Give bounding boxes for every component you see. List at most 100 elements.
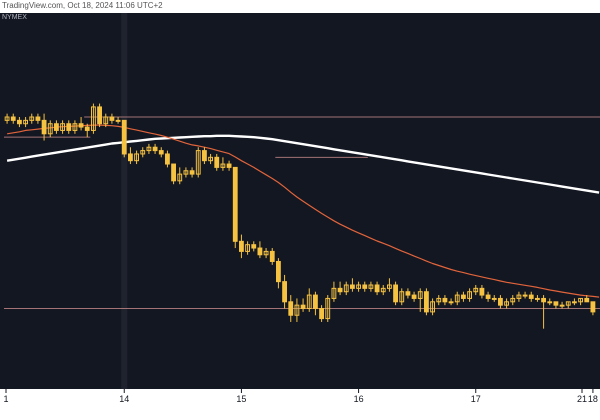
- session-separator: [121, 13, 128, 389]
- candle-body-65: [405, 291, 411, 296]
- candle-body-73: [454, 294, 460, 303]
- candle-body-81: [504, 301, 509, 306]
- candle-body-68: [424, 291, 429, 313]
- candle-body-34: [214, 156, 220, 168]
- candle-body-20: [128, 153, 133, 162]
- candle-body-1: [10, 116, 16, 121]
- candle-body-95: [590, 301, 596, 313]
- candle-body-32: [202, 150, 207, 162]
- candle-body-40: [251, 244, 257, 249]
- candle-body-11: [72, 123, 78, 131]
- ma-slow-line: [6, 134, 600, 194]
- x-tick-label-3: 16: [354, 394, 364, 404]
- candle-body-22: [140, 150, 146, 155]
- candle-body-92: [572, 301, 577, 304]
- candle-body-39: [245, 244, 250, 252]
- price-chart[interactable]: [0, 13, 600, 389]
- candle-body-54: [337, 287, 343, 293]
- candle-body-10: [66, 123, 72, 131]
- candle-body-71: [442, 297, 448, 303]
- x-tick-label-2: 15: [236, 394, 246, 404]
- candle-body-76: [473, 287, 479, 293]
- candle-body-55: [343, 284, 349, 293]
- candle-body-79: [491, 297, 497, 300]
- candle-body-2: [17, 119, 22, 125]
- candle-body-47: [294, 304, 300, 316]
- candle-body-74: [461, 294, 466, 299]
- candle-body-50: [313, 294, 318, 310]
- candle-body-21: [134, 153, 139, 162]
- candle-body-53: [331, 287, 337, 299]
- x-tick-label-1: 14: [119, 394, 129, 404]
- candle-body-3: [23, 119, 28, 125]
- candle-body-89: [553, 301, 559, 306]
- candle-body-86: [535, 297, 540, 300]
- candle-body-5: [35, 116, 41, 121]
- time-axis: 1 14 15 16 17 18 21: [0, 389, 600, 420]
- candle-body-48: [300, 304, 306, 310]
- candle-body-56: [350, 284, 355, 289]
- candle-body-91: [565, 301, 571, 306]
- candle-body-78: [485, 294, 491, 299]
- candle-body-69: [430, 301, 435, 313]
- candle-body-72: [448, 301, 454, 304]
- candle-body-23: [146, 146, 152, 152]
- x-tick-label-4: 17: [471, 394, 481, 404]
- candle-body-77: [479, 287, 485, 296]
- candle-body-46: [288, 301, 294, 316]
- candle-body-63: [393, 284, 398, 303]
- candle-body-94: [584, 297, 590, 303]
- source-credit: TradingView.com, Oct 18, 2024 11:06 UTC+…: [2, 1, 163, 10]
- candle-body-93: [578, 297, 583, 303]
- candle-body-51: [319, 308, 324, 320]
- candle-body-7: [47, 123, 53, 135]
- candle-body-6: [41, 119, 47, 135]
- candle-body-57: [356, 284, 361, 289]
- ema-fast-line: [7, 124, 600, 298]
- candle-body-52: [325, 297, 331, 320]
- candle-body-41: [257, 247, 263, 256]
- candle-body-35: [220, 163, 226, 168]
- candle-body-80: [498, 297, 503, 306]
- candle-body-38: [239, 240, 244, 252]
- x-tick-label-6: 21: [577, 394, 587, 404]
- candle-body-25: [158, 150, 164, 155]
- candle-body-18: [115, 119, 121, 122]
- candle-body-43: [269, 250, 275, 262]
- exchange-label: NYMEX: [2, 14, 27, 21]
- candle-body-12: [78, 123, 84, 128]
- candle-body-85: [528, 294, 534, 299]
- candle-body-62: [387, 284, 392, 289]
- candle-body-33: [208, 156, 213, 162]
- candle-body-0: [4, 116, 10, 121]
- candle-body-87: [541, 297, 546, 303]
- candle-body-45: [282, 281, 287, 303]
- candle-body-84: [522, 294, 528, 297]
- candle-body-59: [368, 284, 374, 289]
- candle-body-26: [165, 153, 170, 165]
- chart-header: TradingView.com, Oct 18, 2024 11:06 UTC+…: [0, 0, 600, 13]
- candle-body-29: [183, 170, 189, 175]
- candle-body-27: [171, 163, 176, 182]
- candle-body-24: [152, 146, 158, 152]
- candle-body-28: [177, 173, 183, 182]
- candle-body-90: [559, 304, 565, 307]
- candle-body-66: [411, 294, 417, 299]
- candle-body-17: [109, 116, 115, 121]
- candle-body-60: [374, 284, 380, 293]
- candle-body-58: [362, 284, 368, 289]
- candle-body-88: [547, 301, 553, 304]
- candle-body-67: [417, 291, 423, 299]
- candle-body-30: [189, 170, 195, 175]
- candle-body-9: [60, 123, 65, 131]
- candle-body-61: [380, 287, 386, 293]
- candle-body-49: [306, 294, 312, 310]
- plot-area[interactable]: NYMEX: [0, 13, 600, 389]
- candle-body-37: [232, 166, 238, 242]
- candle-body-42: [263, 250, 269, 256]
- candle-body-14: [91, 106, 96, 131]
- candle-body-4: [29, 116, 35, 121]
- candle-body-16: [103, 116, 109, 125]
- candle-body-44: [276, 260, 281, 283]
